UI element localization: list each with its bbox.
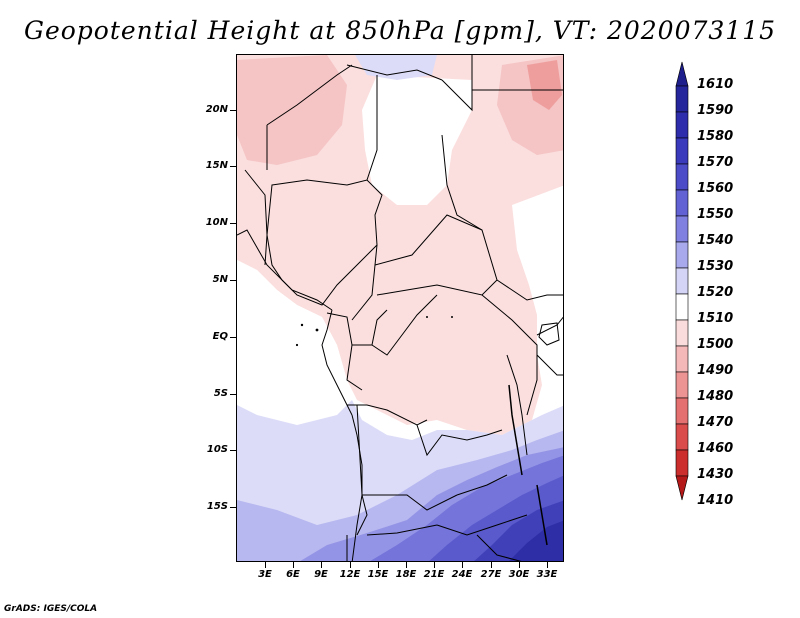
lat-label-5s: 5S xyxy=(213,388,228,399)
colorbar-label: 1500 xyxy=(697,337,734,352)
colorbar-segment xyxy=(675,371,689,399)
colorbar-segment xyxy=(675,215,689,243)
lat-label-eq: EQ xyxy=(212,331,228,342)
lon-label-27e: 27E xyxy=(480,569,502,580)
lon-label-3e: 3E xyxy=(258,569,272,580)
islands xyxy=(295,316,453,347)
country-borders xyxy=(237,55,563,561)
colorbar-label: 1570 xyxy=(697,155,734,170)
colorbar-label: 1410 xyxy=(697,493,734,508)
colorbar-segment xyxy=(675,345,689,373)
colorbar-label: 1530 xyxy=(697,259,734,274)
map-panel xyxy=(236,54,564,562)
colorbar-segment xyxy=(675,319,689,347)
colorbar-label: 1540 xyxy=(697,233,734,248)
colorbar-segment xyxy=(675,397,689,425)
colorbar-label: 1470 xyxy=(697,415,734,430)
lat-label-10n: 10N xyxy=(205,217,228,228)
colorbar-bottom-triangle xyxy=(675,475,689,501)
lon-label-9e: 9E xyxy=(314,569,328,580)
colorbar-label: 1550 xyxy=(697,207,734,222)
colorbar-segment xyxy=(675,85,689,113)
colorbar-segment xyxy=(675,189,689,217)
colorbar-label: 1520 xyxy=(697,285,734,300)
colorbar-label: 1610 xyxy=(697,77,734,92)
lon-label-18e: 18E xyxy=(395,569,417,580)
lon-label-12e: 12E xyxy=(339,569,361,580)
colorbar-segment xyxy=(675,293,689,321)
field-1580 xyxy=(509,520,563,561)
map-canvas xyxy=(237,55,563,561)
lat-label-15n: 15N xyxy=(205,160,228,171)
colorbar-segment xyxy=(675,163,689,191)
map-title: Geopotential Height at 850hPa [gpm], VT:… xyxy=(23,16,777,45)
colorbar-label: 1580 xyxy=(697,129,734,144)
colorbar-top-triangle xyxy=(675,61,689,87)
colorbar-segment xyxy=(675,137,689,165)
lon-label-24e: 24E xyxy=(451,569,473,580)
colorbar-segment xyxy=(675,449,689,477)
lon-label-15e: 15E xyxy=(367,569,389,580)
field-1510-sahara xyxy=(362,75,472,205)
colorbar-segment xyxy=(675,267,689,295)
lat-label-10s: 10S xyxy=(206,444,228,455)
lat-label-5n: 5N xyxy=(212,274,228,285)
field-1510-east xyxy=(512,185,563,315)
field-1520-top xyxy=(355,55,437,80)
field-1480-nile xyxy=(527,60,562,110)
lat-label-15s: 15S xyxy=(206,501,228,512)
colorbar-label: 1480 xyxy=(697,389,734,404)
colorbar-segment xyxy=(675,111,689,139)
field-1490-west xyxy=(237,55,347,165)
colorbar-label: 1430 xyxy=(697,467,734,482)
lat-label-20n: 20N xyxy=(205,104,228,115)
colorbar-label: 1490 xyxy=(697,363,734,378)
colorbar-label: 1460 xyxy=(697,441,734,456)
colorbar xyxy=(675,61,689,501)
colorbar-label: 1560 xyxy=(697,181,734,196)
colorbar-segment xyxy=(675,241,689,269)
colorbar-segment xyxy=(675,423,689,451)
lon-label-6e: 6E xyxy=(286,569,300,580)
lon-label-33e: 33E xyxy=(536,569,558,580)
lon-label-30e: 30E xyxy=(508,569,530,580)
colorbar-label: 1590 xyxy=(697,103,734,118)
colorbar-label: 1510 xyxy=(697,311,734,326)
lon-label-21e: 21E xyxy=(423,569,445,580)
field-1510-coast xyxy=(237,260,352,425)
grads-credit: GrADS: IGES/COLA xyxy=(4,604,98,614)
